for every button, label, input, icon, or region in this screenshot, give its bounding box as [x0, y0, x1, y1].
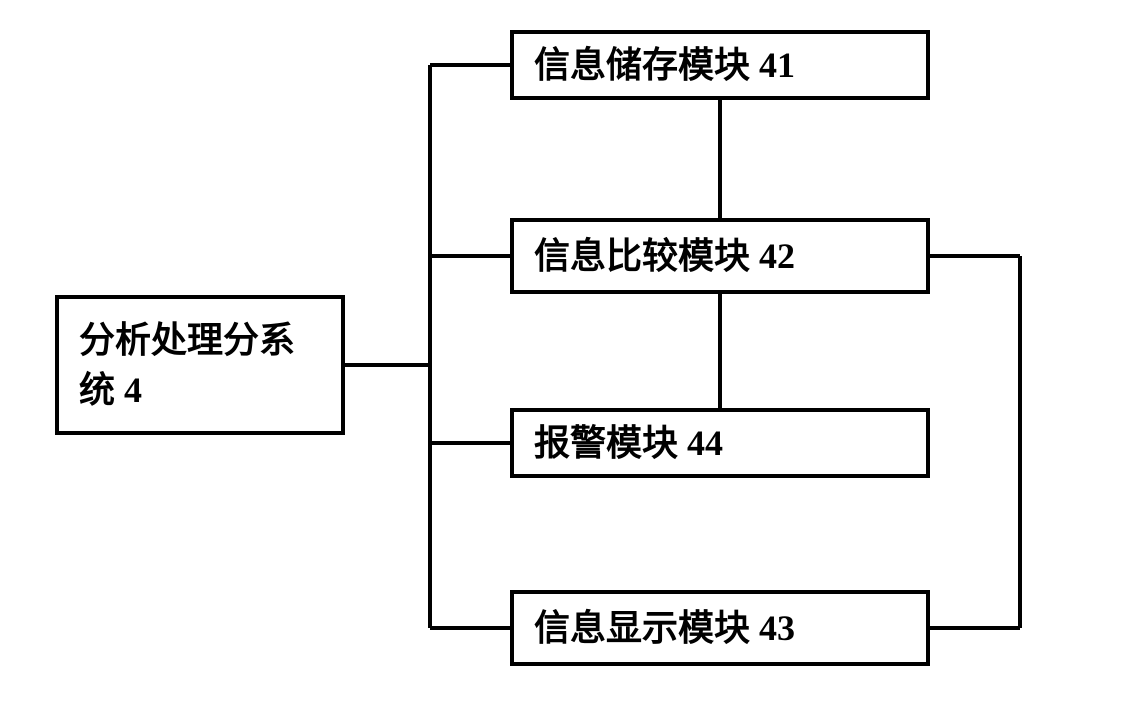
main-system-label-line2: 统 4 — [79, 365, 142, 415]
module-label: 信息显示模块 43 — [534, 603, 795, 653]
module-label: 信息储存模块 41 — [534, 40, 795, 90]
main-system-label-line1: 分析处理分系 — [79, 315, 295, 365]
module-node-44: 报警模块 44 — [510, 408, 930, 478]
module-node-43: 信息显示模块 43 — [510, 590, 930, 666]
module-label: 信息比较模块 42 — [534, 231, 795, 281]
module-node-42: 信息比较模块 42 — [510, 218, 930, 294]
main-system-node: 分析处理分系 统 4 — [55, 295, 345, 435]
module-label: 报警模块 44 — [534, 418, 723, 468]
module-node-41: 信息储存模块 41 — [510, 30, 930, 100]
